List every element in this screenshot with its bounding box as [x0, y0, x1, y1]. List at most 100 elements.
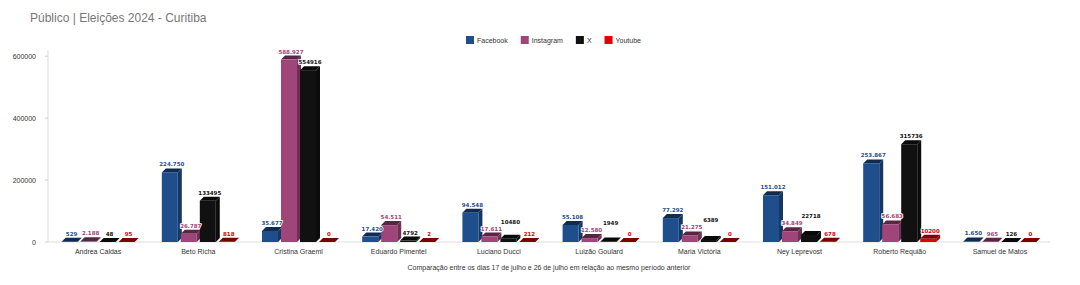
y-axis — [48, 50, 49, 242]
data-labels: 5292.1884895224.75026.78713349581835.677… — [66, 49, 1033, 237]
bar-side — [917, 140, 921, 242]
data-label: 315736 — [900, 133, 923, 139]
bar-side — [178, 168, 182, 242]
bar — [181, 234, 197, 242]
legend: FacebookInstagramXYoutube — [466, 36, 641, 45]
bar — [882, 224, 898, 242]
y-tick — [45, 118, 48, 119]
bar — [763, 195, 779, 242]
bar-top — [982, 238, 1002, 242]
data-label: 6389 — [703, 217, 718, 223]
bar — [1001, 241, 1017, 242]
data-label: 224.750 — [159, 161, 184, 167]
legend-swatch — [521, 36, 529, 44]
x-tick-label: Samuel de Matos — [973, 248, 1028, 255]
x-tick-label: Maria Victória — [678, 248, 721, 255]
bar-top — [920, 235, 940, 239]
bar — [400, 241, 416, 242]
x-tick-label: Luciano Ducci — [477, 248, 521, 255]
bar-top — [381, 221, 401, 225]
bar — [1020, 242, 1036, 243]
data-label: 253.867 — [861, 152, 886, 158]
bar — [300, 70, 316, 242]
data-label: 35.677 — [261, 220, 282, 226]
data-label: 1949 — [603, 220, 618, 226]
bar-top — [419, 238, 439, 242]
x-axis-label: Comparação entre os dias 17 de julho e 2… — [408, 264, 692, 272]
bar — [801, 235, 817, 242]
data-label: 54.511 — [381, 214, 402, 220]
data-label: 26.787 — [180, 223, 201, 229]
bar-top — [720, 238, 740, 242]
data-label: 678 — [824, 231, 836, 237]
data-label: 0 — [628, 231, 632, 237]
x-tick-label: Luizão Goulard — [575, 248, 623, 255]
bar — [500, 239, 516, 242]
data-label: 133495 — [198, 190, 221, 196]
bar — [281, 60, 297, 242]
bar-top — [400, 237, 420, 241]
bar — [162, 172, 178, 242]
bar-top — [200, 197, 220, 201]
legend-swatch — [576, 36, 584, 44]
bar-top — [782, 227, 802, 231]
bar-top — [663, 214, 683, 218]
bar-top — [462, 209, 482, 213]
bar-top — [100, 238, 120, 242]
bar-top — [262, 227, 282, 231]
bar-top — [300, 66, 320, 70]
data-label: 965 — [987, 231, 999, 237]
data-label: 22718 — [801, 213, 820, 219]
bar-top — [81, 237, 101, 241]
bar — [863, 163, 879, 242]
bar — [601, 241, 617, 242]
legend-swatch — [466, 36, 474, 44]
title: Público | Eleições 2024 - Curitiba — [30, 11, 207, 25]
bar-top — [763, 191, 783, 195]
bar — [219, 241, 235, 242]
y-tick — [45, 242, 48, 243]
data-label: 0 — [1028, 231, 1032, 237]
bars — [62, 56, 1041, 242]
bar-top — [1001, 238, 1021, 242]
bar — [682, 235, 698, 242]
chart: Público | Eleições 2024 - Curitiba Facebo… — [0, 0, 1080, 285]
data-label: 4792 — [403, 230, 418, 236]
bar-top — [481, 233, 501, 237]
bar-top — [582, 234, 602, 238]
legend-label: Facebook — [477, 37, 508, 44]
bar-top — [901, 140, 921, 144]
data-label: 212 — [524, 231, 536, 237]
bar — [563, 225, 579, 242]
y-tick — [45, 180, 48, 181]
bar-top — [601, 237, 621, 241]
data-label: 21.275 — [681, 224, 702, 230]
bar — [920, 239, 936, 242]
data-label: 17.420 — [362, 226, 383, 232]
bar-top — [801, 231, 821, 235]
data-label: 17.611 — [481, 226, 502, 232]
y-tick-label: 600000 — [13, 53, 36, 60]
x-tick-label: Beto Richa — [181, 248, 215, 255]
bar-top — [563, 221, 583, 225]
bar — [362, 237, 378, 242]
data-label: 588.927 — [278, 49, 303, 55]
legend-label: X — [587, 37, 592, 44]
legend-swatch — [605, 36, 613, 44]
data-label: 56.683 — [882, 213, 903, 219]
bar-top — [362, 233, 382, 237]
bar-top — [620, 238, 640, 242]
x-tick-label: Roberto Requião — [873, 248, 926, 256]
x-tick-label: Cristina Graeml — [274, 248, 323, 255]
data-label: 12.580 — [581, 227, 602, 233]
bar-side — [316, 66, 320, 242]
x-tick-label: Eduardo Pimentel — [371, 248, 427, 255]
bar-top — [1020, 238, 1040, 242]
bar — [319, 242, 335, 243]
x-tick-label: Andrea Caldas — [75, 248, 122, 255]
data-label: 2.188 — [82, 230, 100, 236]
bar — [782, 231, 798, 242]
bar — [582, 238, 598, 242]
bar — [663, 218, 679, 242]
bar-top — [500, 235, 520, 239]
